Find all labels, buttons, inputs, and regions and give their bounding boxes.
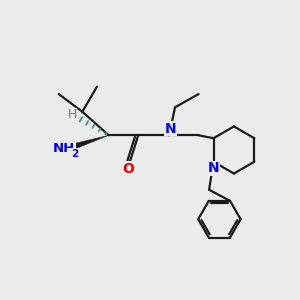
Text: NH: NH <box>52 142 75 155</box>
Text: O: O <box>122 162 134 176</box>
Polygon shape <box>71 135 109 150</box>
Text: N: N <box>164 122 176 136</box>
Text: 2: 2 <box>71 148 78 158</box>
Text: H: H <box>67 108 77 121</box>
Text: N: N <box>208 161 219 175</box>
